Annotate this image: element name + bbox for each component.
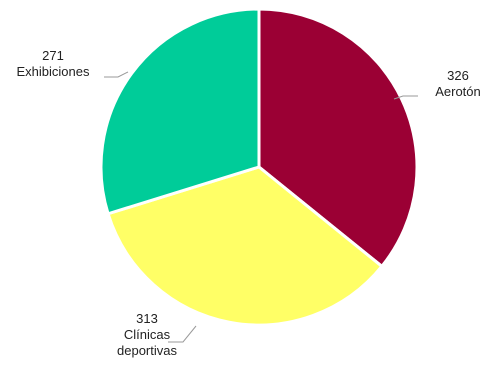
data-label-category-2: Clínicas deportivas <box>117 327 177 358</box>
pie-slice-3 <box>99 7 261 216</box>
leader-line-1 <box>393 95 418 100</box>
pie-slice-2 <box>106 165 384 327</box>
data-label-value-2: 313 <box>136 311 158 326</box>
data-label-category-1: Aerotón <box>435 84 481 99</box>
leader-line-3 <box>104 71 129 78</box>
data-label-value-3: 271 <box>42 48 64 63</box>
pie-slice-1 <box>257 7 419 268</box>
data-label-category-3: Exhibiciones <box>17 64 90 79</box>
leader-line-2 <box>168 325 197 343</box>
data-label-value-1: 326 <box>447 68 469 83</box>
